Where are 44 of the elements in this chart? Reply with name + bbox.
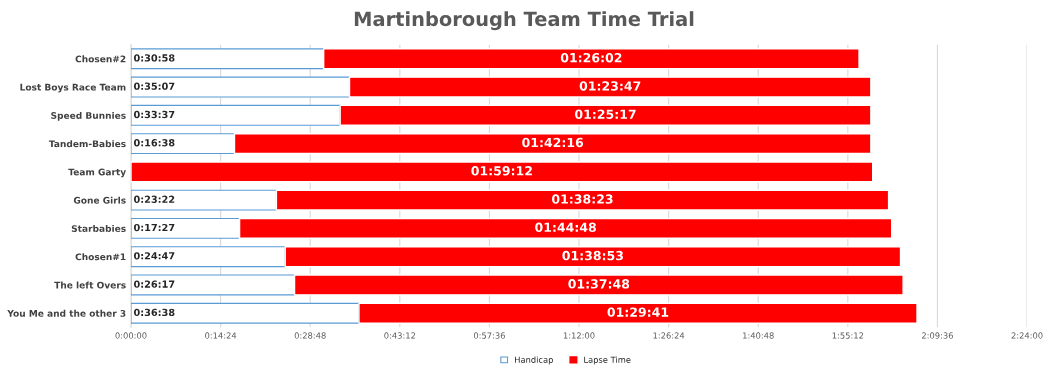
data-label: 01:38:23 (552, 194, 613, 204)
data-label: 01:44:48 (535, 222, 596, 233)
x-tick-label: 0:43:12 (384, 332, 416, 339)
x-tick-label: 0:57:36 (473, 332, 505, 339)
data-label: 01:38:53 (562, 250, 623, 261)
data-label: 0:35:07 (133, 82, 175, 90)
x-tick-label: 2:24:00 (1011, 332, 1043, 339)
legend-label: Lapse Time (584, 356, 631, 365)
data-label: 0:16:38 (133, 139, 175, 147)
x-tick-label: 1:40:48 (743, 332, 774, 339)
y-tick-label: Gone Girls (73, 196, 126, 204)
bar (131, 161, 874, 183)
data-label: 01:42:16 (522, 137, 584, 148)
y-tick-label: Lost Boys Race Team (20, 83, 126, 93)
data-label: 01:37:48 (568, 279, 630, 289)
chart-title: Martinborough Team Time Trial (354, 11, 694, 31)
y-tick-label: You Me and the other 3 (7, 309, 126, 317)
data-label: 0:26:17 (133, 280, 175, 288)
x-tick-label: 1:26:24 (653, 332, 685, 339)
y-tick-label: The left Overs (54, 281, 126, 289)
y-tick-label: Starbabies (71, 224, 126, 232)
y-tick-label: Tandem-Babies (48, 140, 126, 148)
y-tick-label: Chosen#2 (75, 55, 126, 63)
data-label: 0:36:38 (133, 308, 175, 317)
data-label: 0:17:27 (133, 223, 175, 232)
data-label: 01:29:41 (607, 307, 669, 317)
data-label: 0:23:22 (133, 195, 175, 203)
x-tick-label: 2:09:36 (921, 332, 953, 339)
data-label: 0:30:58 (133, 54, 175, 62)
data-label: 0:33:37 (133, 110, 175, 119)
x-tick-label: 0:14:24 (205, 332, 237, 339)
x-tick-label: 1:55:12 (832, 332, 864, 339)
x-tick-label: 0:00:00 (115, 332, 147, 339)
data-label: 0:24:47 (133, 252, 175, 260)
data-label: 01:59:12 (471, 166, 532, 176)
y-tick-label: Team Garty (68, 168, 126, 178)
y-tick-label: Chosen#1 (75, 253, 126, 261)
x-tick-label: 0:28:48 (294, 332, 326, 339)
data-label: 01:23:47 (579, 81, 641, 91)
x-tick-label: 1:12:00 (563, 332, 595, 339)
legend-label: Handicap (515, 356, 553, 365)
data-label: 01:25:17 (575, 109, 636, 119)
data-label: 01:26:02 (560, 52, 622, 63)
y-tick-label: Speed Bunnies (51, 111, 126, 121)
